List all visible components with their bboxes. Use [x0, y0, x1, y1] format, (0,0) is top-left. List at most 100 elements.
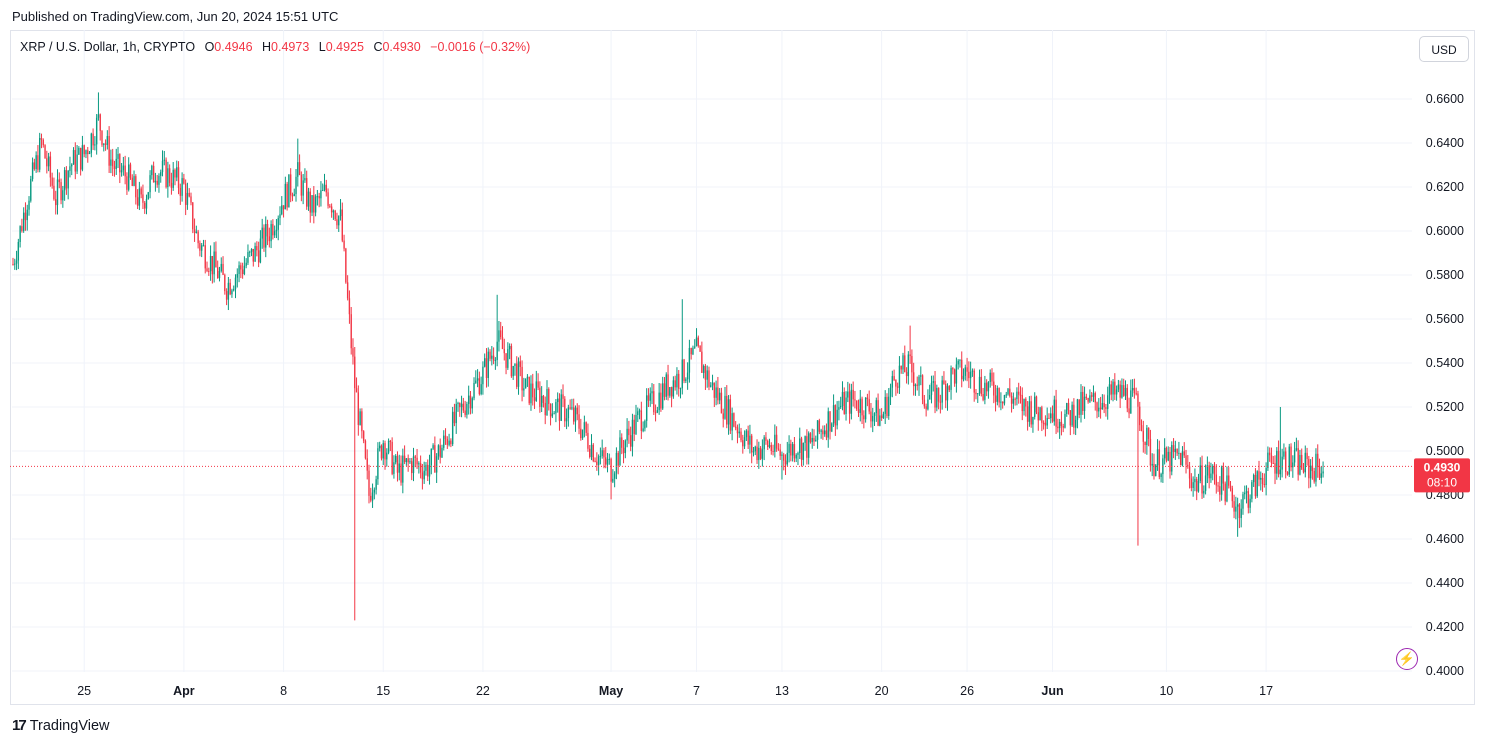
candle-body [346, 282, 349, 299]
candle-body [1288, 446, 1290, 475]
candle-body [854, 399, 856, 401]
candle-body [421, 472, 424, 480]
candle-body [702, 366, 705, 373]
candle-body [1192, 482, 1194, 489]
candle-body [1039, 407, 1041, 421]
y-tick-label: 0.5200 [1426, 400, 1464, 414]
candle-body [316, 196, 319, 198]
candle-body [307, 191, 310, 207]
candle-body [1124, 387, 1127, 396]
candle-body [1003, 395, 1006, 404]
candle-body [254, 246, 256, 262]
candle-body [400, 463, 402, 483]
candle-body [508, 345, 511, 350]
candle-body [608, 458, 610, 460]
candle-body [542, 395, 545, 403]
candle-body [649, 393, 651, 401]
candle-body [69, 166, 71, 171]
candle-body [416, 457, 418, 465]
candle-body [1042, 422, 1045, 424]
time-axis: 25 Apr 8 15 22 May 7 13 20 26 Jun 10 17 [77, 684, 1273, 698]
candle-body [1053, 399, 1055, 422]
candle-body [259, 238, 262, 263]
low-value: 0.4925 [325, 40, 364, 54]
candle-body [1007, 388, 1009, 395]
candle-body [437, 445, 440, 457]
candle-body [257, 250, 260, 263]
candle-body [101, 130, 103, 145]
candle-body [1073, 404, 1075, 428]
candle-body [154, 180, 157, 183]
candle-body [229, 282, 231, 295]
candle-body [1005, 394, 1007, 396]
candle-body [994, 395, 997, 402]
candle-body [1130, 390, 1132, 414]
candle-body [1032, 416, 1034, 425]
candle-body [843, 391, 845, 414]
candle-body [277, 218, 279, 230]
candle-body [763, 437, 765, 450]
candle-body [631, 419, 634, 447]
candle-body [1268, 452, 1271, 456]
candle-body [524, 378, 527, 389]
candle-body [1144, 441, 1146, 446]
candle-body [402, 455, 404, 483]
candle-body [177, 167, 180, 188]
candle-body [206, 268, 208, 272]
candle-body [539, 387, 541, 407]
candle-body [937, 387, 940, 402]
candle-body [1244, 492, 1246, 495]
candle-body [341, 209, 343, 241]
candle-body [42, 139, 44, 146]
candle-body [184, 183, 187, 205]
candle-body [1112, 381, 1114, 395]
candle-body [809, 433, 812, 443]
candle-body [288, 174, 290, 208]
candle-body [969, 371, 972, 379]
chart-frame [10, 30, 1475, 705]
candle-body [1128, 408, 1130, 414]
candle-body [325, 184, 327, 193]
candle-body [1030, 401, 1032, 425]
candle-body [669, 387, 671, 396]
candle-body [149, 175, 151, 193]
currency-button[interactable]: USD [1419, 36, 1469, 62]
candle-body [311, 195, 313, 213]
candle-body [953, 369, 956, 384]
candle-body [1279, 469, 1282, 475]
candle-body [880, 415, 883, 419]
candle-body [918, 376, 920, 386]
candle-body [1292, 462, 1294, 468]
candle-body [1074, 419, 1077, 428]
candle-body [601, 450, 603, 456]
candle-body [1094, 393, 1096, 403]
tradingview-footer[interactable]: 17 TradingView [12, 717, 109, 734]
candle-body [1203, 490, 1205, 494]
candle-body [170, 182, 173, 188]
x-tick-label: 25 [77, 684, 91, 698]
candle-body [939, 401, 942, 403]
lightning-icon[interactable]: ⚡ [1396, 648, 1418, 670]
high-value: 0.4973 [271, 40, 310, 54]
candle-body [144, 202, 146, 209]
candle-body [1010, 395, 1013, 404]
candle-body [209, 255, 212, 272]
candle-body [1090, 395, 1093, 397]
candle-body [225, 291, 228, 300]
symbol-title[interactable]: XRP / U.S. Dollar, 1h, CRYPTO [20, 40, 196, 54]
candle-body [1000, 401, 1002, 403]
candle-body [233, 289, 235, 291]
candle-body [1009, 388, 1011, 396]
candle-body [895, 380, 897, 387]
candle-body [791, 444, 794, 456]
candle-body [710, 385, 712, 387]
candle-body [1133, 387, 1136, 394]
candle-body [1037, 412, 1039, 421]
candle-body [955, 364, 958, 384]
candle-body [916, 384, 918, 386]
candle-body [1194, 479, 1196, 483]
candle-body [987, 381, 990, 392]
candle-body [779, 449, 781, 456]
candle-body [692, 347, 694, 355]
